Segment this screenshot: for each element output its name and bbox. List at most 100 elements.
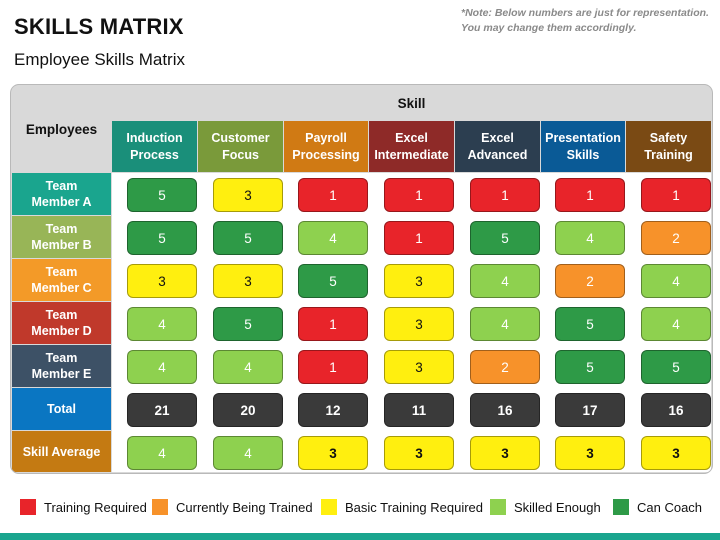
bottom-accent-bar	[0, 533, 720, 540]
total-cell: 21	[127, 393, 197, 427]
score-cell: 4	[127, 350, 197, 384]
skill-header-line1: Payroll	[305, 130, 347, 145]
row-header-member-3: Team Member D	[12, 302, 111, 344]
legend-item: Training Required	[20, 499, 147, 515]
skill-header-0: Induction Process	[112, 121, 197, 172]
skill-header-6: Safety Training	[626, 121, 711, 172]
skill-header-line2: Intermediate	[374, 147, 449, 162]
score-cell: 4	[555, 221, 625, 255]
legend-item: Can Coach	[613, 499, 702, 515]
score-cell: 1	[298, 350, 368, 384]
legend-item: Skilled Enough	[490, 499, 601, 515]
score-cell: 3	[384, 307, 454, 341]
total-cell: 16	[470, 393, 540, 427]
row-header-line1: Team	[45, 308, 78, 322]
score-cell: 3	[213, 178, 283, 212]
employees-column-header: Employees	[12, 86, 111, 172]
average-cell: 3	[555, 436, 625, 470]
row-header-line2: Member E	[31, 367, 92, 381]
skills-matrix-table: Employees Skill Induction Process Customer…	[10, 84, 713, 474]
legend-label: Currently Being Trained	[176, 499, 313, 515]
skill-header-line1: Induction	[126, 130, 183, 145]
legend-swatch	[20, 499, 36, 515]
note-line-2: You may change them accordingly.	[461, 22, 637, 34]
score-cell: 5	[470, 221, 540, 255]
average-cell: 3	[641, 436, 711, 470]
score-cell: 2	[641, 221, 711, 255]
row-header-member-0: Team Member A	[12, 173, 111, 215]
page-title: SKILLS MATRIX	[14, 14, 184, 39]
total-cell: 11	[384, 393, 454, 427]
score-cell: 5	[127, 178, 197, 212]
score-cell: 5	[127, 221, 197, 255]
legend-swatch	[613, 499, 629, 515]
representation-note: *Note: Below numbers are just for repres…	[461, 6, 716, 36]
page-subtitle: Employee Skills Matrix	[14, 50, 185, 69]
row-header-line1: Team	[45, 351, 78, 365]
skill-header-line1: Customer	[211, 130, 270, 145]
row-header-member-2: Team Member C	[12, 259, 111, 301]
skill-header-line2: Training	[644, 147, 693, 162]
score-cell: 1	[555, 178, 625, 212]
score-cell: 5	[213, 307, 283, 341]
score-cell: 3	[127, 264, 197, 298]
row-header-line2: Member D	[31, 324, 92, 338]
average-cell: 4	[127, 436, 197, 470]
score-cell: 4	[298, 221, 368, 255]
skill-header-2: Payroll Processing	[284, 121, 368, 172]
total-cell: 20	[213, 393, 283, 427]
row-header-line2: Member C	[31, 281, 92, 295]
skill-header-1: Customer Focus	[198, 121, 283, 172]
legend-label: Basic Training Required	[345, 499, 484, 515]
skill-header-line1: Excel	[481, 130, 514, 145]
row-header-label: Skill Average	[22, 444, 101, 459]
score-cell: 5	[298, 264, 368, 298]
legend-label: Can Coach	[637, 499, 703, 515]
legend-item: Currently Being Trained	[152, 499, 313, 515]
score-cell: 4	[213, 350, 283, 384]
row-header-label: Total	[47, 402, 76, 416]
average-cell: 3	[384, 436, 454, 470]
skill-header-4: Excel Advanced	[455, 121, 540, 172]
skill-header-line1: Presentation	[545, 130, 621, 145]
skill-header-line2: Advanced	[467, 147, 528, 162]
row-header-line1: Team	[45, 265, 78, 279]
score-cell: 3	[384, 350, 454, 384]
score-cell: 5	[213, 221, 283, 255]
row-header-line2: Member B	[31, 238, 92, 252]
note-line-1: *Note: Below numbers are just for repres…	[461, 7, 709, 19]
legend-label: Training Required	[44, 499, 147, 515]
skill-header-line1: Safety	[649, 130, 688, 145]
average-cell: 3	[470, 436, 540, 470]
total-cell: 17	[555, 393, 625, 427]
skill-header-3: Excel Intermediate	[369, 121, 454, 172]
skill-header-line2: Skills	[566, 147, 600, 162]
skill-header-line2: Processing	[292, 147, 360, 162]
score-cell: 1	[641, 178, 711, 212]
row-header-line1: Team	[45, 179, 78, 193]
legend-swatch	[321, 499, 337, 515]
skill-group-header: Skill	[112, 86, 711, 120]
skill-header-line2: Process	[130, 147, 179, 162]
row-header-line2: Member A	[31, 195, 92, 209]
score-cell: 1	[470, 178, 540, 212]
score-cell: 1	[384, 178, 454, 212]
total-cell: 12	[298, 393, 368, 427]
skill-header-line1: Excel	[395, 130, 428, 145]
score-cell: 3	[384, 264, 454, 298]
skill-header-line2: Focus	[222, 147, 259, 162]
score-cell: 4	[470, 264, 540, 298]
score-cell: 4	[127, 307, 197, 341]
row-header-member-4: Team Member E	[12, 345, 111, 387]
average-cell: 4	[213, 436, 283, 470]
average-cell: 3	[298, 436, 368, 470]
score-cell: 1	[384, 221, 454, 255]
legend-item: Basic Training Required	[321, 499, 483, 515]
score-cell: 4	[641, 307, 711, 341]
score-cell: 5	[555, 350, 625, 384]
skill-header-5: Presentation Skills	[541, 121, 625, 172]
legend-label: Skilled Enough	[514, 499, 601, 515]
score-cell: 5	[641, 350, 711, 384]
legend-swatch	[490, 499, 506, 515]
row-header-member-1: Team Member B	[12, 216, 111, 258]
